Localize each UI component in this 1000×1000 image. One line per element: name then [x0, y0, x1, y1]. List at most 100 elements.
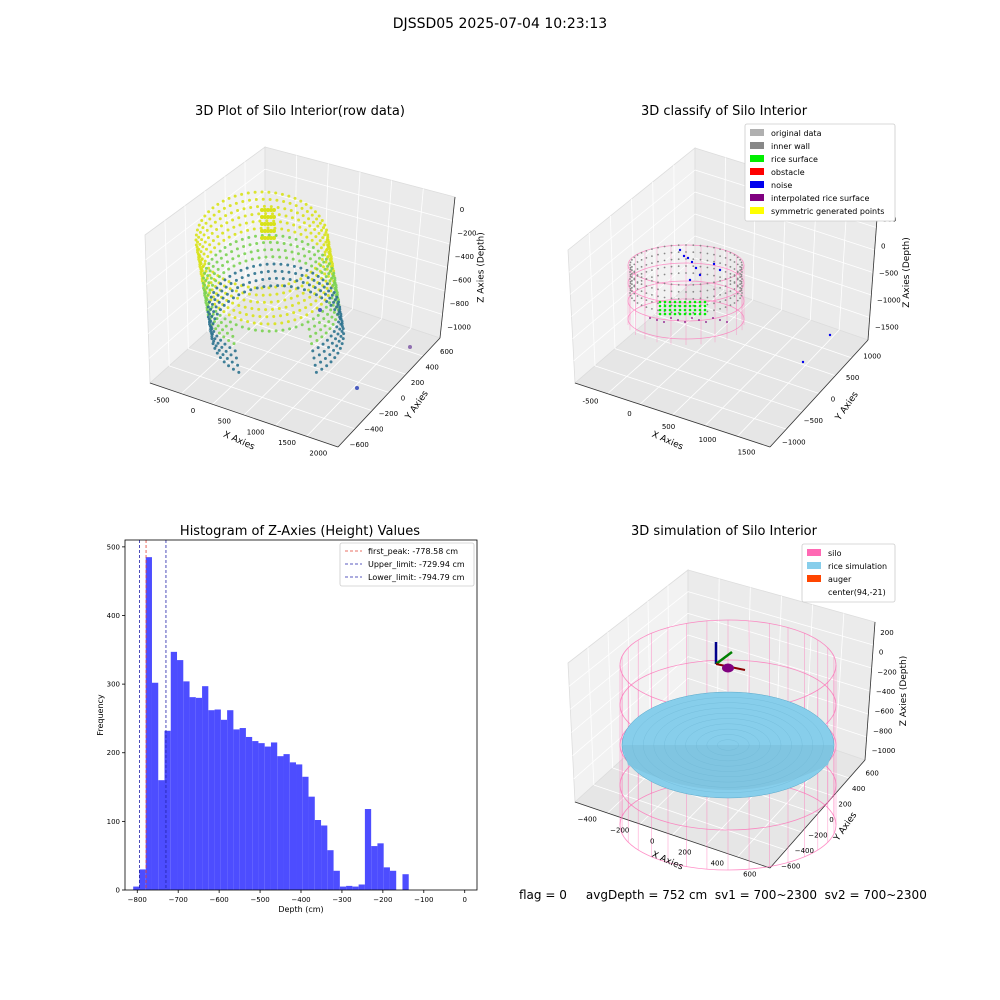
raw-point: [309, 206, 313, 210]
raw-point: [195, 228, 199, 232]
rice-surface-point: [678, 300, 682, 304]
raw-point: [288, 201, 292, 205]
raw-point: [221, 353, 225, 357]
inner-wall-point: [629, 266, 632, 269]
x-axis-line: [574, 801, 771, 869]
histogram-bar: [195, 697, 203, 890]
raw-point: [312, 356, 316, 360]
z-tick-label: −800: [873, 727, 892, 735]
raw-point: [320, 335, 324, 339]
inner-wall-point: [692, 297, 695, 300]
raw-point: [338, 307, 342, 311]
raw-point: [315, 306, 319, 310]
histogram-bar: [377, 843, 384, 890]
raw-point: [290, 250, 294, 254]
y-tick-label: 500: [107, 543, 120, 551]
inner-wall-point: [740, 282, 743, 285]
raw-point: [301, 281, 305, 285]
raw-point: [266, 215, 270, 219]
raw-point: [220, 289, 224, 293]
raw-point: [260, 215, 264, 219]
raw-point: [227, 299, 231, 303]
histogram-bar: [333, 870, 340, 890]
inner-wall-point: [629, 287, 632, 290]
inner-wall-point: [670, 251, 673, 254]
raw-point: [224, 214, 228, 218]
raw-point: [234, 240, 238, 244]
raw-point: [302, 298, 306, 302]
inner-wall-point: [685, 244, 687, 246]
y-tick-label: 500: [846, 374, 859, 382]
raw-point: [302, 221, 306, 225]
raw-point: [326, 254, 330, 258]
raw-point: [265, 219, 269, 223]
rice-mesh-line: [717, 739, 739, 751]
raw-point: [330, 276, 334, 280]
raw-point: [211, 206, 215, 210]
inner-wall-point: [706, 266, 709, 269]
inner-wall-point: [736, 270, 739, 273]
raw-point: [210, 314, 214, 318]
raw-point: [285, 221, 289, 225]
histogram-bar: [133, 886, 140, 890]
raw-point: [294, 325, 298, 329]
inner-wall-point: [739, 269, 741, 272]
raw-point: [330, 293, 334, 297]
raw-point: [228, 287, 232, 291]
raw-point: [249, 299, 253, 303]
raw-point: [298, 225, 302, 229]
inner-wall-point: [645, 256, 648, 259]
inner-wall-point: [677, 258, 680, 261]
raw-point: [203, 259, 207, 263]
y-axis-label: Frequency: [96, 694, 105, 736]
raw-point: [282, 200, 286, 204]
inner-wall-point: [685, 284, 687, 286]
raw-point: [238, 261, 242, 265]
x-tick-label: 400: [711, 860, 724, 868]
raw-point: [319, 360, 323, 364]
raw-point: [224, 253, 228, 257]
raw-point: [215, 286, 219, 290]
raw-point: [198, 260, 202, 264]
raw-point: [320, 367, 324, 371]
raw-point: [227, 338, 231, 342]
raw-point: [200, 218, 204, 222]
inner-wall-point: [633, 278, 636, 281]
raw-point: [201, 264, 205, 268]
raw-point: [317, 256, 321, 260]
inner-wall-point: [636, 275, 639, 277]
raw-point: [324, 257, 328, 261]
inner-wall-point: [724, 263, 727, 266]
raw-point: [281, 277, 285, 281]
raw-point: [247, 198, 251, 202]
raw-point: [325, 267, 329, 271]
inner-wall-point: [733, 275, 736, 277]
interpolated-point: [726, 321, 728, 323]
raw-point: [284, 305, 288, 309]
raw-point: [340, 319, 344, 323]
legend-label: center(94,-21): [828, 588, 886, 597]
raw-point: [301, 247, 305, 251]
y-tick-label: 600: [866, 770, 879, 778]
raw-point: [215, 227, 219, 231]
raw-point: [313, 363, 317, 367]
raw-point: [300, 284, 304, 288]
raw-point: [315, 338, 319, 342]
raw-point: [212, 330, 216, 334]
rice-surface-point: [668, 300, 672, 304]
raw-point: [208, 243, 212, 247]
z-tick-label: −1000: [447, 323, 471, 331]
inner-wall-point: [699, 265, 702, 268]
raw-point: [233, 349, 237, 353]
raw-point: [250, 307, 254, 311]
z-tick-label: −400: [455, 253, 474, 261]
raw-point: [222, 206, 226, 210]
noise-point: [694, 266, 698, 270]
raw-point: [206, 274, 210, 278]
inner-wall-point: [713, 295, 715, 298]
raw-point: [232, 342, 236, 346]
inner-wall-point: [706, 310, 709, 313]
inner-wall-point: [636, 288, 639, 290]
noise-point: [678, 248, 682, 252]
grid-line: [673, 164, 676, 298]
